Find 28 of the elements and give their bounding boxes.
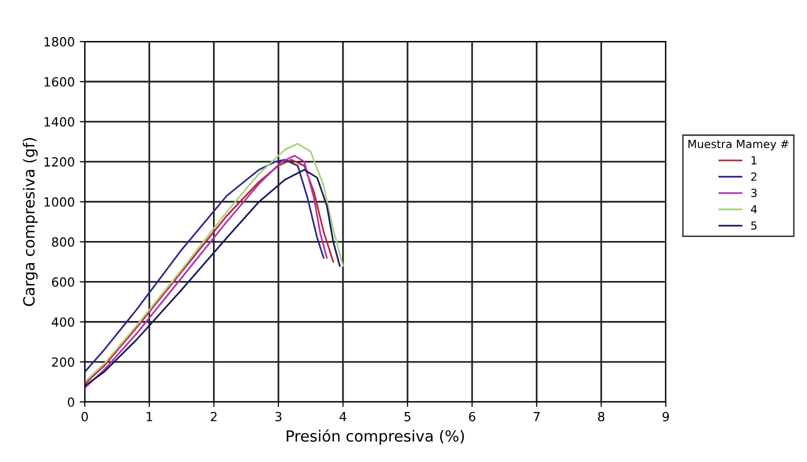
x-tick-label: 8 bbox=[598, 412, 604, 422]
y-tick-label: 400 bbox=[52, 317, 74, 327]
y-tick-label: 1600 bbox=[44, 77, 74, 87]
y-tick-label: 1400 bbox=[44, 117, 74, 127]
x-tick-label: 2 bbox=[210, 412, 217, 422]
y-axis-title: Carga compresiva (gf) bbox=[22, 138, 38, 306]
legend-label: 3 bbox=[751, 188, 757, 198]
x-tick-label: 3 bbox=[275, 412, 282, 422]
x-tick-label: 4 bbox=[340, 412, 346, 422]
y-tick-label: 1000 bbox=[44, 197, 74, 207]
legend-label: 2 bbox=[751, 172, 756, 181]
x-tick-label: 0 bbox=[82, 412, 88, 422]
x-tick-label: 1 bbox=[146, 412, 152, 422]
y-tick-label: 800 bbox=[52, 237, 74, 247]
y-tick-label: 600 bbox=[52, 277, 74, 287]
y-tick-label: 0 bbox=[68, 397, 74, 407]
legend-title: Muestra Mamey # bbox=[688, 140, 789, 150]
x-tick-label: 5 bbox=[404, 412, 410, 422]
legend-label: 4 bbox=[750, 205, 757, 214]
y-tick-label: 1200 bbox=[44, 157, 74, 167]
x-tick-label: 7 bbox=[534, 412, 540, 422]
y-tick-label: 200 bbox=[52, 357, 74, 367]
x-tick-label: 9 bbox=[662, 412, 669, 422]
x-axis-title: Presión compresiva (%) bbox=[286, 429, 464, 445]
x-tick-label: 6 bbox=[468, 412, 476, 422]
y-tick-label: 1800 bbox=[44, 37, 74, 47]
legend-label: 1 bbox=[752, 156, 756, 164]
legend-label: 5 bbox=[751, 221, 757, 230]
